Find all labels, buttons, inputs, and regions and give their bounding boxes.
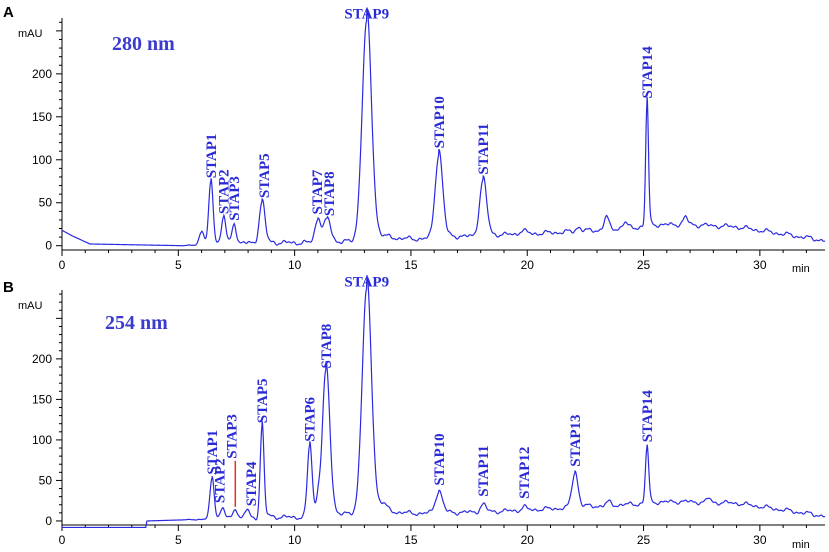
y-tick-label: 150 bbox=[32, 110, 52, 124]
panel-b-wavelength: 254 nm bbox=[105, 312, 168, 334]
x-tick-label: 30 bbox=[753, 533, 767, 547]
panel-a-trace bbox=[61, 7, 826, 247]
chromatogram-trace bbox=[61, 7, 826, 247]
peak-label-stap9: STAP9 bbox=[344, 6, 389, 22]
x-tick-label: 10 bbox=[288, 258, 302, 272]
peak-label-stap8: STAP8 bbox=[319, 324, 335, 369]
panel-a-y-unit: mAU bbox=[18, 28, 43, 40]
panel-b-x-unit: min bbox=[792, 539, 810, 551]
peak-label-stap2: STAP2 bbox=[217, 169, 233, 214]
peak-label-stap13: STAP13 bbox=[568, 414, 584, 466]
panel-b-letter: B bbox=[3, 279, 14, 296]
x-tick-label: 0 bbox=[59, 258, 66, 272]
panel-a-wavelength: 280 nm bbox=[112, 33, 175, 55]
x-tick-label: 20 bbox=[521, 258, 535, 272]
y-tick-label: 50 bbox=[39, 473, 53, 487]
panel-b-y-unit: mAU bbox=[18, 300, 43, 312]
x-tick-label: 25 bbox=[637, 533, 651, 547]
panel-a-letter: A bbox=[3, 4, 14, 21]
y-tick-label: 100 bbox=[32, 433, 52, 447]
panel-b-axes: 0 5 10 15 20 25 30 0 50 100 150 200 bbox=[32, 290, 825, 547]
x-tick-label: 5 bbox=[175, 258, 182, 272]
y-tick-label: 100 bbox=[32, 153, 52, 167]
panel-b-trace bbox=[62, 274, 826, 529]
peak-label-stap7: STAP7 bbox=[310, 169, 326, 214]
y-tick-label: 200 bbox=[32, 352, 52, 366]
x-tick-label: 10 bbox=[288, 533, 302, 547]
peak-label-stap14: STAP14 bbox=[640, 390, 656, 443]
peak-label-stap3: STAP3 bbox=[224, 414, 240, 459]
x-tick-label: 25 bbox=[637, 258, 651, 272]
y-tick-label: 50 bbox=[39, 196, 53, 210]
peak-label-stap11: STAP11 bbox=[476, 445, 492, 496]
peak-label-stap9: STAP9 bbox=[344, 275, 389, 291]
panel-b: B mAU 254 nm min 0 5 10 15 20 25 30 0 50 100 150 20… bbox=[3, 274, 826, 551]
x-tick-label: 15 bbox=[404, 533, 418, 547]
peak-label-stap10: STAP10 bbox=[432, 96, 448, 148]
x-tick-label: 15 bbox=[404, 258, 418, 272]
panel-a-axes: 0 5 10 15 20 25 30 0 50 100 150 200 bbox=[32, 18, 825, 272]
y-tick-label: 0 bbox=[45, 514, 52, 528]
peak-label-stap5: STAP5 bbox=[257, 153, 273, 198]
peak-label-stap1: STAP1 bbox=[204, 134, 220, 179]
peak-label-stap11: STAP11 bbox=[476, 123, 492, 174]
x-tick-label: 0 bbox=[59, 533, 66, 547]
chromatogram-trace bbox=[62, 274, 826, 529]
peak-label-stap1: STAP1 bbox=[205, 430, 221, 475]
peak-label-stap6: STAP6 bbox=[303, 396, 319, 441]
peak-label-stap8: STAP8 bbox=[322, 171, 338, 216]
peak-label-stap12: STAP12 bbox=[517, 447, 533, 499]
y-tick-label: 0 bbox=[45, 239, 52, 253]
panel-a: A mAU 280 nm min 0 5 10 15 20 25 30 0 50 100 150 20… bbox=[3, 4, 826, 275]
peak-label-stap10: STAP10 bbox=[432, 433, 448, 485]
peak-label-stap3: STAP3 bbox=[227, 176, 243, 221]
x-tick-label: 5 bbox=[175, 533, 182, 547]
peak-label-stap14: STAP14 bbox=[640, 46, 656, 99]
y-tick-label: 150 bbox=[32, 392, 52, 406]
peak-label-stap2: STAP2 bbox=[213, 458, 229, 503]
peak-label-stap4: STAP4 bbox=[244, 461, 260, 506]
panel-a-x-unit: min bbox=[792, 263, 810, 275]
x-tick-label: 20 bbox=[521, 533, 535, 547]
x-tick-label: 30 bbox=[753, 258, 767, 272]
peak-label-stap5: STAP5 bbox=[255, 378, 271, 423]
y-tick-label: 200 bbox=[32, 67, 52, 81]
